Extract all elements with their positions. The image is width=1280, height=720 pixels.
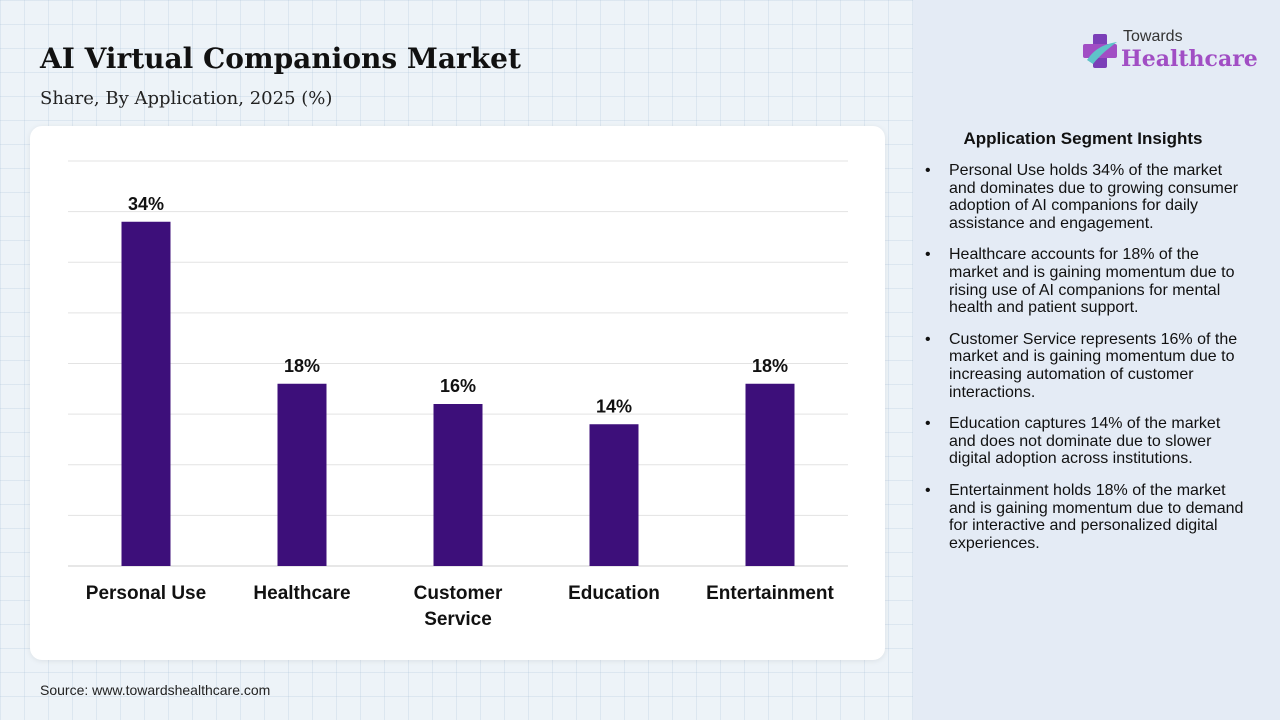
- page-subtitle: Share, By Application, 2025 (%): [40, 88, 333, 109]
- bar-personal-use: [121, 221, 171, 566]
- data-label: 34%: [128, 194, 164, 214]
- insight-item: Personal Use holds 34% of the market and…: [925, 162, 1245, 232]
- insight-item: Entertainment holds 18% of the market an…: [925, 482, 1245, 552]
- logo-text-bottom: Healthcare: [1121, 46, 1258, 72]
- category-label: Healthcare: [253, 583, 350, 604]
- insights-panel: Towards Healthcare Application Segment I…: [913, 0, 1280, 720]
- data-label: 16%: [440, 376, 476, 396]
- source-note: Source: www.towardshealthcare.com: [40, 682, 271, 698]
- plus-cross-icon: [1083, 34, 1117, 68]
- bar-entertainment: [745, 383, 795, 566]
- logo-text-top: Towards: [1123, 28, 1183, 45]
- insights-list: Personal Use holds 34% of the market and…: [925, 162, 1245, 566]
- insight-item: Healthcare accounts for 18% of the marke…: [925, 246, 1245, 316]
- bar-education: [589, 424, 639, 566]
- insight-item: Education captures 14% of the market and…: [925, 415, 1245, 468]
- category-label: Customer: [414, 583, 503, 604]
- insights-title: Application Segment Insights: [963, 129, 1203, 148]
- data-label: 18%: [752, 356, 788, 376]
- bar-customer-service: [433, 404, 483, 566]
- data-label: 14%: [596, 396, 632, 416]
- data-label: 18%: [284, 356, 320, 376]
- category-label: Personal Use: [86, 583, 206, 604]
- brand-logo: Towards Healthcare: [1079, 26, 1259, 78]
- category-label: Education: [568, 583, 660, 604]
- page-title: AI Virtual Companions Market: [40, 42, 521, 75]
- bar-healthcare: [277, 383, 327, 566]
- insight-item: Customer Service represents 16% of the m…: [925, 331, 1245, 401]
- category-label: Service: [424, 609, 492, 630]
- chart-card: 34% Personal Use 18% Healthcare 16% Customer S…: [30, 126, 885, 660]
- category-label: Entertainment: [706, 583, 834, 604]
- bar-chart: 34% Personal Use 18% Healthcare 16% Customer S…: [68, 160, 848, 630]
